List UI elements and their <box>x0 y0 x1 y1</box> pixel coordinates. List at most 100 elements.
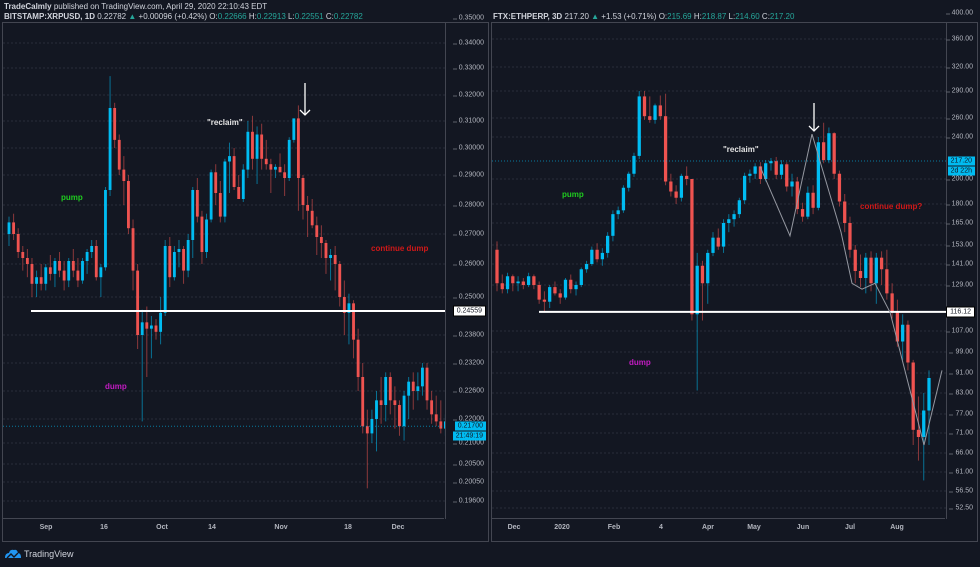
y-tick-label: 320.00 <box>945 63 973 71</box>
y-tick-label: 0.22600 <box>452 387 484 395</box>
tradingview-brand: TradingView <box>24 549 74 559</box>
y-tick-label: 240.00 <box>945 133 973 141</box>
right-change: +1.53 (+0.71%) <box>601 12 657 21</box>
y-tick-label: 290.00 <box>945 87 973 95</box>
y-tick-label: 0.31000 <box>452 117 484 125</box>
up-triangle-icon: ▲ <box>128 12 137 21</box>
xrp-level-tag: 0.24559 <box>452 305 486 317</box>
note-dump: dump <box>105 382 127 391</box>
eth-plot-area[interactable]: pump dump "reclaim" continue dump? <box>492 23 947 519</box>
tradingview-logo-icon <box>5 549 21 559</box>
y-tick-label: 0.27000 <box>452 230 484 238</box>
y-tick-label: 360.00 <box>945 35 973 43</box>
eth-chart-pane[interactable]: pump dump "reclaim" continue dump? 400.0… <box>491 10 978 542</box>
y-tick-label: 0.20050 <box>452 478 484 486</box>
y-tick-label: 83.00 <box>949 389 973 397</box>
y-tick-label: 129.00 <box>945 281 973 289</box>
xrp-countdown-tag: 21:49:19 <box>452 431 486 441</box>
y-tick-label: 0.20500 <box>452 460 484 468</box>
x-tick-label: May <box>747 524 761 531</box>
x-tick-label: Dec <box>507 524 521 531</box>
y-tick-label: 0.29000 <box>452 171 484 179</box>
left-open: 0.22666 <box>217 12 247 21</box>
l-label: L: <box>728 12 736 21</box>
left-low: 0.22551 <box>294 12 324 21</box>
eth-price-tag: 217.20 <box>947 156 975 166</box>
up-triangle-icon: ▲ <box>591 12 600 21</box>
note-continue-dump: continue dump? <box>860 202 923 211</box>
xrp-plot-area[interactable]: pump dump "reclaim" continue dump <box>3 23 446 519</box>
author-name[interactable]: TradeCalmly <box>4 2 52 11</box>
y-tick-label: 99.00 <box>949 348 973 356</box>
left-high: 0.22913 <box>256 12 286 21</box>
left-legend: BITSTAMP:XRPUSD, 1D 0.22782 ▲ +0.00096 (… <box>4 12 363 21</box>
x-tick-label: 14 <box>208 524 216 531</box>
right-close: 217.20 <box>769 12 795 21</box>
right-high: 218.87 <box>701 12 727 21</box>
left-close: 0.22782 <box>333 12 363 21</box>
x-tick-label: 4 <box>659 524 663 531</box>
x-tick-label: Oct <box>156 524 168 531</box>
eth-level-tag: 116.12 <box>946 306 975 318</box>
y-tick-label: 107.00 <box>945 327 973 335</box>
y-tick-label: 180.00 <box>945 200 973 208</box>
eth-time-axis[interactable]: Dec 2020 Feb 4 Apr May Jun Jul Aug <box>492 518 945 541</box>
x-tick-label: Sep <box>39 524 53 531</box>
x-tick-label: Dec <box>391 524 405 531</box>
left-symbol[interactable]: BITSTAMP:XRPUSD, 1D <box>4 12 95 21</box>
y-tick-label: 66.00 <box>949 449 973 457</box>
y-tick-label: 0.28000 <box>452 201 484 209</box>
y-tick-label: 56.50 <box>949 487 973 495</box>
x-tick-label: Aug <box>890 524 904 531</box>
x-tick-label: 18 <box>344 524 352 531</box>
h-label: H: <box>248 12 257 21</box>
note-continue-dump: continue dump <box>371 244 429 253</box>
y-tick-label: 400.00 <box>945 9 973 17</box>
xrp-chart-pane[interactable]: pump dump "reclaim" continue dump 0.3500… <box>2 15 489 542</box>
y-tick-label: 260.00 <box>945 114 973 122</box>
x-tick-label: Jul <box>844 524 856 531</box>
publish-header: TradeCalmly published on TradingView.com… <box>4 2 267 11</box>
o-label: O: <box>658 12 668 21</box>
y-tick-label: 153.00 <box>945 241 973 249</box>
y-tick-label: 0.32000 <box>452 91 484 99</box>
right-last-price: 217.20 <box>564 12 589 21</box>
y-tick-label: 0.23200 <box>452 359 484 367</box>
y-tick-label: 0.30000 <box>452 144 484 152</box>
right-legend: FTX:ETHPERP, 3D 217.20 ▲ +1.53 (+0.71%) … <box>493 12 794 21</box>
x-tick-label: Feb <box>607 524 621 531</box>
xrp-time-axis[interactable]: Sep 16 Oct 14 Nov 18 Dec <box>3 518 444 541</box>
y-tick-label: 0.26000 <box>452 260 484 268</box>
note-dump: dump <box>629 358 651 367</box>
y-tick-label: 0.33000 <box>452 64 484 72</box>
y-tick-label: 91.00 <box>949 369 973 377</box>
y-tick-label: 0.23800 <box>452 331 484 339</box>
xrp-price-axis[interactable]: 0.35000 0.34000 0.33000 0.32000 0.31000 0.300… <box>444 15 488 519</box>
note-reclaim: "reclaim" <box>723 145 759 154</box>
y-tick-label: 0.25000 <box>452 293 484 301</box>
x-tick-label: Nov <box>274 524 288 531</box>
y-tick-label: 52.50 <box>949 504 973 512</box>
x-tick-label: Jun <box>796 524 810 531</box>
y-tick-label: 0.19600 <box>452 497 484 505</box>
xrp-price-tag: 0.21700 <box>454 421 486 431</box>
x-tick-label: Apr <box>701 524 715 531</box>
y-tick-label: 0.22000 <box>452 415 484 423</box>
y-tick-label: 0.34000 <box>452 39 484 47</box>
y-tick-label: 165.00 <box>945 219 973 227</box>
h-label: H: <box>693 12 702 21</box>
right-symbol[interactable]: FTX:ETHPERP, 3D <box>493 12 563 21</box>
eth-price-axis[interactable]: 400.00 360.00 320.00 290.00 260.00 240.00 200.… <box>945 10 977 519</box>
note-reclaim: "reclaim" <box>207 118 243 127</box>
left-change: +0.00096 (+0.42%) <box>138 12 208 21</box>
y-tick-label: 141.00 <box>945 260 973 268</box>
y-tick-label: 200.00 <box>945 175 973 183</box>
note-pump: pump <box>61 193 83 202</box>
right-low: 214.60 <box>735 12 760 21</box>
x-tick-label: 16 <box>100 524 108 531</box>
eth-countdown-tag: 2d 22h <box>947 166 975 176</box>
left-last-price: 0.22782 <box>97 12 127 21</box>
tradingview-footer[interactable]: TradingView <box>4 548 74 560</box>
c-label: C: <box>325 12 334 21</box>
y-tick-label: 61.00 <box>949 468 973 476</box>
